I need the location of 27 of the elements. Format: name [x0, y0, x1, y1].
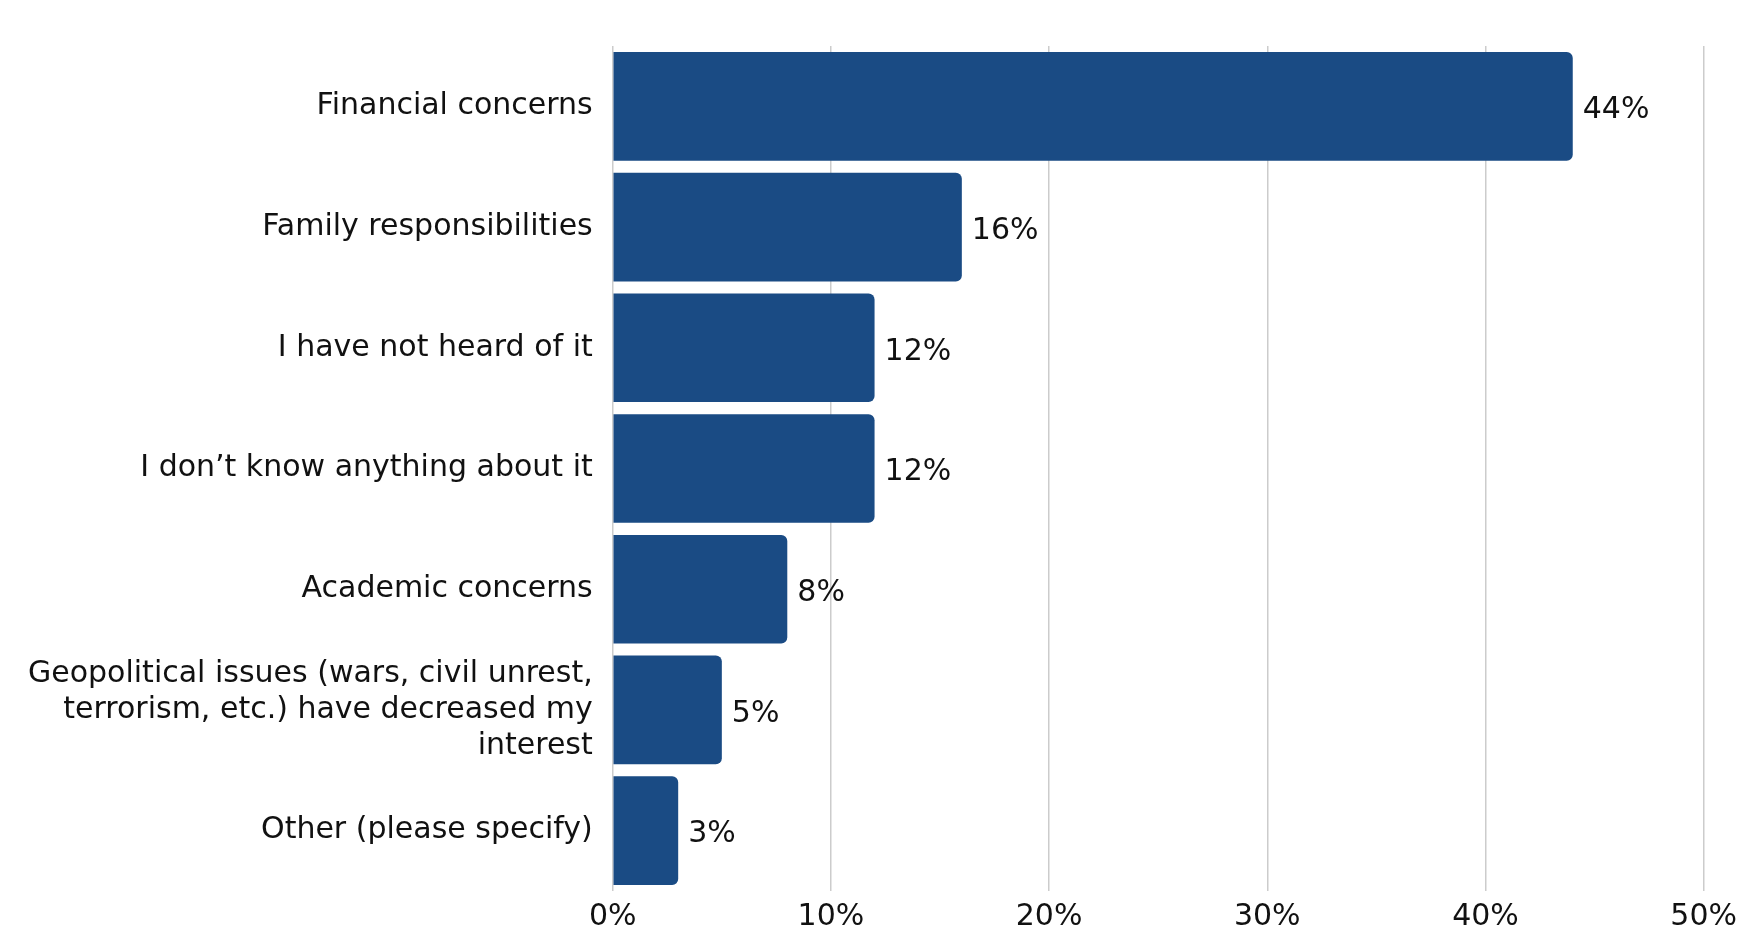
y-tick-label: I don’t know anything about it	[140, 448, 593, 484]
y-tick-label: Other (please specify)	[261, 810, 593, 846]
x-tick-label: 40%	[1452, 896, 1519, 932]
x-tick-label: 30%	[1233, 896, 1301, 932]
bar	[613, 52, 1573, 161]
data-label: 3%	[688, 814, 736, 850]
data-label: 8%	[797, 573, 845, 609]
data-label: 5%	[731, 693, 780, 729]
x-tick-label: 20%	[1015, 896, 1083, 932]
bar	[613, 172, 962, 282]
x-tick-label: 10%	[797, 896, 865, 932]
y-tick-label: I have not heard of it	[277, 327, 593, 363]
bar	[613, 776, 679, 885]
data-label: 44%	[1582, 90, 1650, 126]
data-label: 16%	[971, 210, 1039, 246]
bar	[613, 534, 788, 644]
y-tick-label: Academic concerns	[301, 569, 593, 605]
x-tick-label: 50%	[1670, 896, 1737, 932]
y-tick-label: Family responsibilities	[262, 206, 593, 242]
y-tick-label: Geopolitical issues (wars, civil unrest, terrorism, etc.) have decreased my interest	[27, 653, 593, 761]
data-label: 12%	[884, 331, 952, 367]
data-label: 12%	[884, 452, 952, 488]
bar	[613, 414, 875, 523]
x-tick-label: 0%	[588, 896, 637, 932]
bar	[613, 293, 875, 403]
bar	[613, 655, 722, 765]
y-tick-label: Financial concerns	[316, 86, 593, 122]
